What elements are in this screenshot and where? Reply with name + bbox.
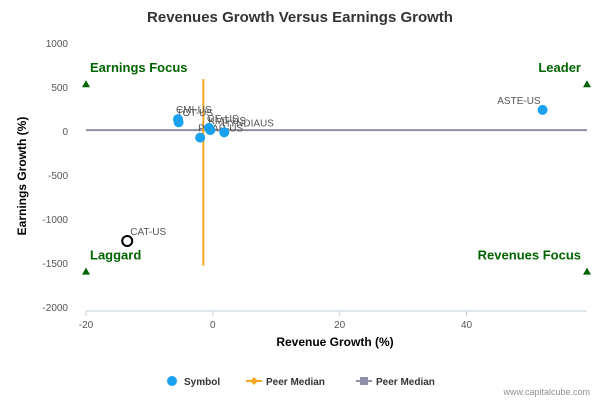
legend-diamond-icon [250,377,258,385]
y-tick-label: -1000 [42,215,68,226]
quadrant-label: Laggard [90,248,141,263]
point-label: CMI-US [176,105,212,116]
y-tick-label: -2000 [42,303,68,314]
quadrant-marker-icon [583,80,591,88]
quadrant-label: Revenues Focus [478,248,581,263]
legend-item-label: Symbol [184,377,220,388]
data-point [537,104,548,115]
x-axis-title: Revenue Growth (%) [276,335,393,349]
quadrant-label: Earnings Focus [90,60,188,75]
plot-area: 1000 500 0 -500 -1000 -1500 -2000 -20 0 20 40 Earni… [42,39,591,331]
x-tick-label: 20 [334,320,346,331]
data-point [205,125,216,136]
point-label: KMT-US [208,116,246,127]
x-tick-label: 0 [210,320,216,331]
legend-item-label: Peer Median [376,377,435,388]
y-tick-label: -1500 [42,259,68,270]
point-label: TOT-US [177,108,214,119]
y-tick-label: 500 [51,83,68,94]
data-point [195,132,206,143]
legend-circle-icon [167,376,177,386]
y-axis-title: Earnings Growth (%) [15,117,29,236]
quadrant-marker-icon [583,267,591,275]
legend-square-icon [360,377,368,385]
point-label: GE-US [207,114,239,125]
quadrant-label: Leader [538,60,581,75]
y-tick-label: -500 [48,171,68,182]
quadrant-marker-icon [82,267,90,275]
legend: Symbol Peer Median Peer Median [167,376,435,388]
point-label: ASTE-US [497,96,541,107]
x-tick-label: -20 [79,320,94,331]
subject-label: CAT-US [130,227,166,238]
quadrant-marker-icon [82,80,90,88]
chart-title: Revenues Growth Versus Earnings Growth [147,9,453,26]
legend-item-label: Peer Median [266,377,325,388]
data-point [219,127,230,138]
point-label: HYNDIAUS [222,118,274,129]
y-tick-label: 1000 [46,39,69,50]
data-point [173,117,184,128]
subject-point [121,235,134,247]
y-tick-label: 0 [62,127,68,138]
credit-text: www.capitalcube.com [502,387,590,397]
x-tick-label: 40 [461,320,473,331]
